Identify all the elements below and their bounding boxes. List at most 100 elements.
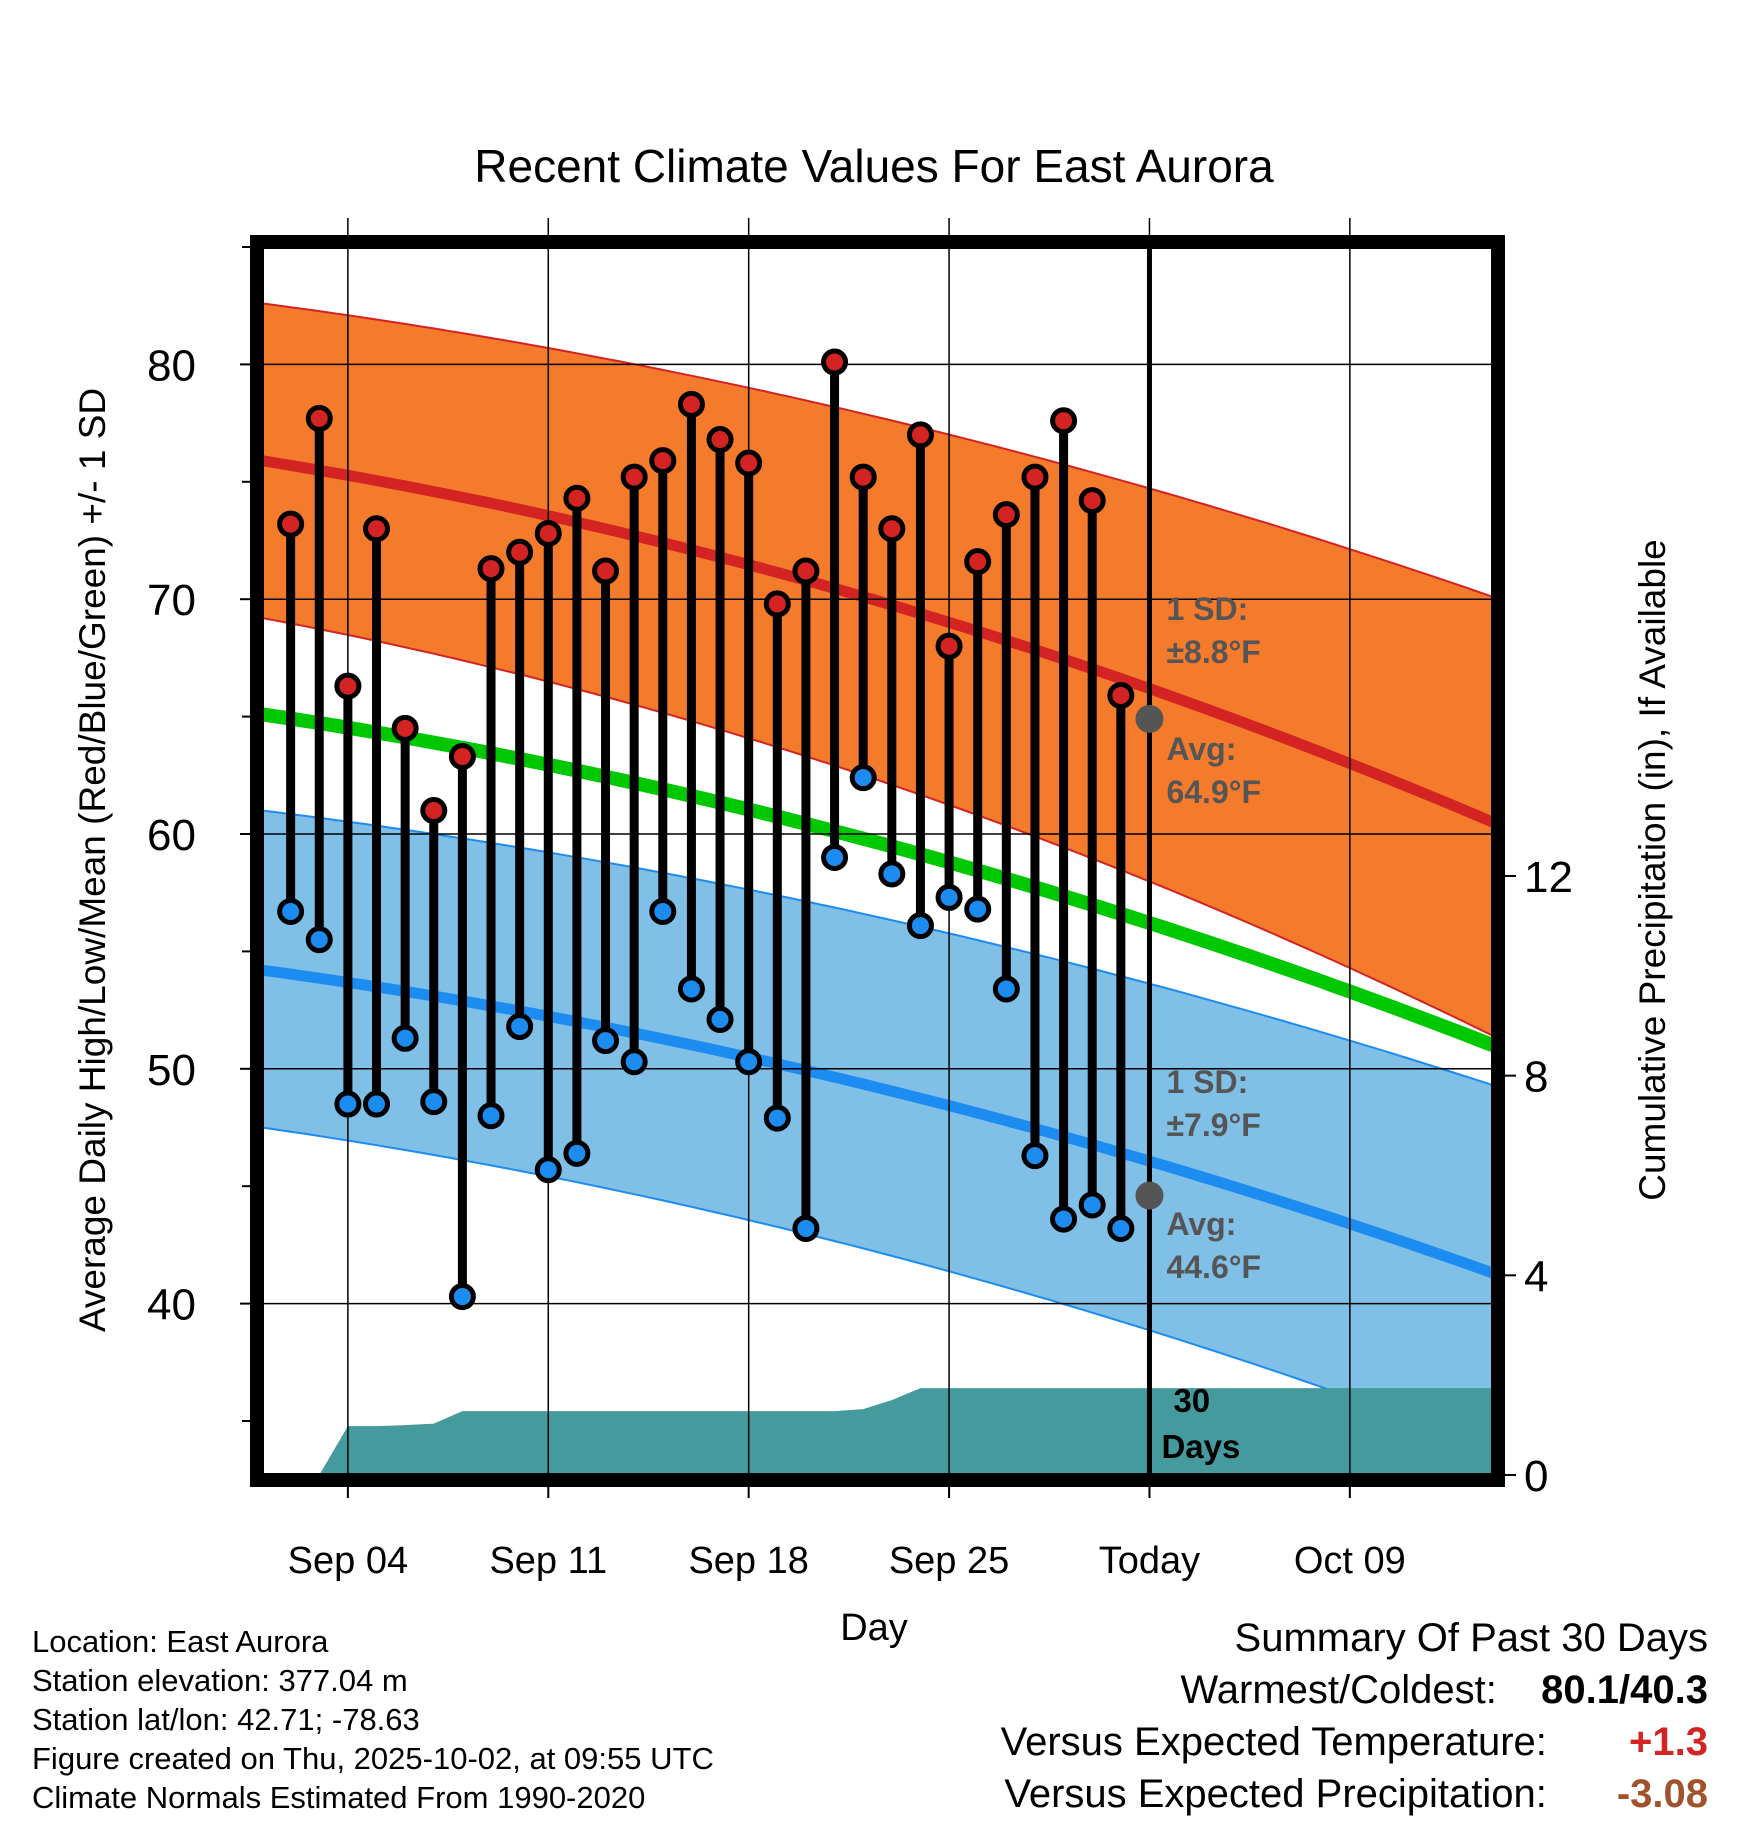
daily-low-point: [878, 860, 906, 888]
daily-low-point: [363, 1090, 391, 1118]
precip-departure-value: -3.08: [1616, 1772, 1708, 1816]
x-tick-label: Sep 18: [688, 1540, 808, 1582]
normal-low-upper-sd-line: [262, 809, 1493, 1087]
daily-low-point: [906, 912, 934, 940]
y2-axis-title: Cumulative Precipitation (in), If Availa…: [1632, 539, 1673, 1201]
high-sd-value: ±8.8°F: [1166, 634, 1260, 670]
high-avg-value: 64.9°F: [1166, 774, 1261, 810]
high-sd-label: 1 SD:: [1166, 591, 1248, 627]
daily-low-point: [821, 843, 849, 871]
daily-high-point: [935, 632, 963, 660]
daily-low-point: [534, 1156, 562, 1184]
normal-high-upper-sd-line: [262, 302, 1493, 598]
daily-low-point: [620, 1048, 648, 1076]
daily-high-point: [506, 538, 534, 566]
daily-low-point: [277, 897, 305, 925]
x-tick-label: Sep 04: [288, 1540, 408, 1582]
daily-high-point: [1021, 463, 1049, 491]
period-unit: Days: [1161, 1428, 1240, 1465]
daily-high-point: [1078, 487, 1106, 515]
daily-high-point: [420, 797, 448, 825]
temp-departure-label: Versus Expected Temperature:: [1000, 1720, 1547, 1764]
daily-low-point: [592, 1027, 620, 1055]
daily-high-point: [964, 548, 992, 576]
daily-low-point: [792, 1214, 820, 1242]
daily-low-point: [1107, 1214, 1135, 1242]
daily-low-point: [649, 897, 677, 925]
cumulative-precip-area: [262, 1388, 1493, 1475]
temp-departure-value: +1.3: [1629, 1720, 1708, 1764]
warmest-coldest-value: 80.1/40.3: [1541, 1668, 1708, 1712]
y2-tick-label: 4: [1524, 1252, 1548, 1301]
daily-high-point: [363, 515, 391, 543]
summary-panel: Summary Of Past 30 Days Warmest/Coldest:…: [888, 1612, 1708, 1820]
normals-text: Climate Normals Estimated From 1990-2020: [32, 1780, 646, 1815]
daily-low-point: [1078, 1191, 1106, 1219]
y-tick-label: 50: [147, 1046, 196, 1095]
plot-area: [262, 302, 1493, 1475]
daily-high-point: [448, 743, 476, 771]
normal-low-band: [262, 810, 1493, 1450]
daily-low-point: [448, 1283, 476, 1311]
data-marks: 1 SD: ±8.8°F Avg: 64.9°F 1 SD: ±7.9°F Avg: 44.6…: [277, 348, 1261, 1465]
daily-high-point: [334, 672, 362, 700]
x-tick-label: Sep 25: [889, 1540, 1009, 1582]
low-avg-value: 44.6°F: [1166, 1249, 1261, 1285]
temp-departure-row: Versus Expected Temperature: +1.3: [888, 1716, 1708, 1768]
daily-high-point: [592, 557, 620, 585]
today-low-avg-marker: [1135, 1181, 1164, 1210]
daily-low-point: [477, 1102, 505, 1130]
precip-departure-row: Versus Expected Precipitation: -3.08: [888, 1768, 1708, 1820]
daily-low-point: [706, 1005, 734, 1033]
y-tick-label: 60: [147, 811, 196, 860]
y2-tick-label: 8: [1524, 1053, 1548, 1102]
created-text: Figure created on Thu, 2025-10-02, at 09…: [32, 1741, 714, 1776]
warmest-coldest-label: Warmest/Coldest:: [1180, 1668, 1497, 1712]
daily-high-point: [620, 463, 648, 491]
daily-high-point: [821, 348, 849, 376]
y-tick-label: 40: [147, 1281, 196, 1330]
daily-low-point: [305, 926, 333, 954]
daily-high-point: [763, 590, 791, 618]
warmest-coldest-row: Warmest/Coldest: 80.1/40.3: [888, 1664, 1709, 1716]
daily-low-point: [1021, 1142, 1049, 1170]
normal-high-band: [262, 303, 1493, 1036]
daily-low-point: [964, 895, 992, 923]
x-tick-label: Oct 09: [1294, 1540, 1406, 1582]
y-tick-label: 80: [147, 341, 196, 390]
y-axis-title: Average Daily High/Low/Mean (Red/Blue/Gr…: [72, 388, 113, 1332]
low-sd-label: 1 SD:: [1166, 1064, 1248, 1100]
y2-tick-label: 12: [1524, 853, 1573, 902]
normal-low-lower-sd-line: [262, 1126, 1493, 1451]
daily-high-point: [1050, 407, 1078, 435]
low-avg-label: Avg:: [1166, 1206, 1236, 1242]
normal-high-line: [262, 455, 1493, 828]
daily-low-point: [935, 883, 963, 911]
daily-high-point: [706, 426, 734, 454]
daily-high-point: [649, 447, 677, 475]
daily-high-point: [477, 555, 505, 583]
precip-departure-label: Versus Expected Precipitation:: [1004, 1772, 1547, 1816]
plot-frame: [250, 235, 1505, 1487]
daily-low-point: [391, 1024, 419, 1052]
x-tick-label: Today: [1099, 1540, 1200, 1582]
daily-low-point: [563, 1139, 591, 1167]
latlon-text: Station lat/lon: 42.71; -78.63: [32, 1702, 420, 1737]
daily-low-point: [735, 1048, 763, 1076]
daily-high-point: [735, 449, 763, 477]
daily-low-point: [334, 1090, 362, 1118]
daily-high-point: [677, 390, 705, 418]
daily-high-point: [792, 557, 820, 585]
elevation-text: Station elevation: 377.04 m: [32, 1663, 408, 1698]
daily-high-point: [992, 501, 1020, 529]
today-high-avg-marker: [1135, 704, 1164, 733]
daily-high-point: [305, 404, 333, 432]
daily-low-point: [1050, 1205, 1078, 1233]
daily-high-point: [563, 484, 591, 512]
x-axis-title: Day: [840, 1607, 908, 1649]
station-info: Location: East Aurora Station elevation:…: [32, 1622, 714, 1817]
daily-high-point: [849, 463, 877, 491]
low-sd-value: ±7.9°F: [1166, 1107, 1260, 1143]
chart-title: Recent Climate Values For East Aurora: [474, 140, 1274, 192]
